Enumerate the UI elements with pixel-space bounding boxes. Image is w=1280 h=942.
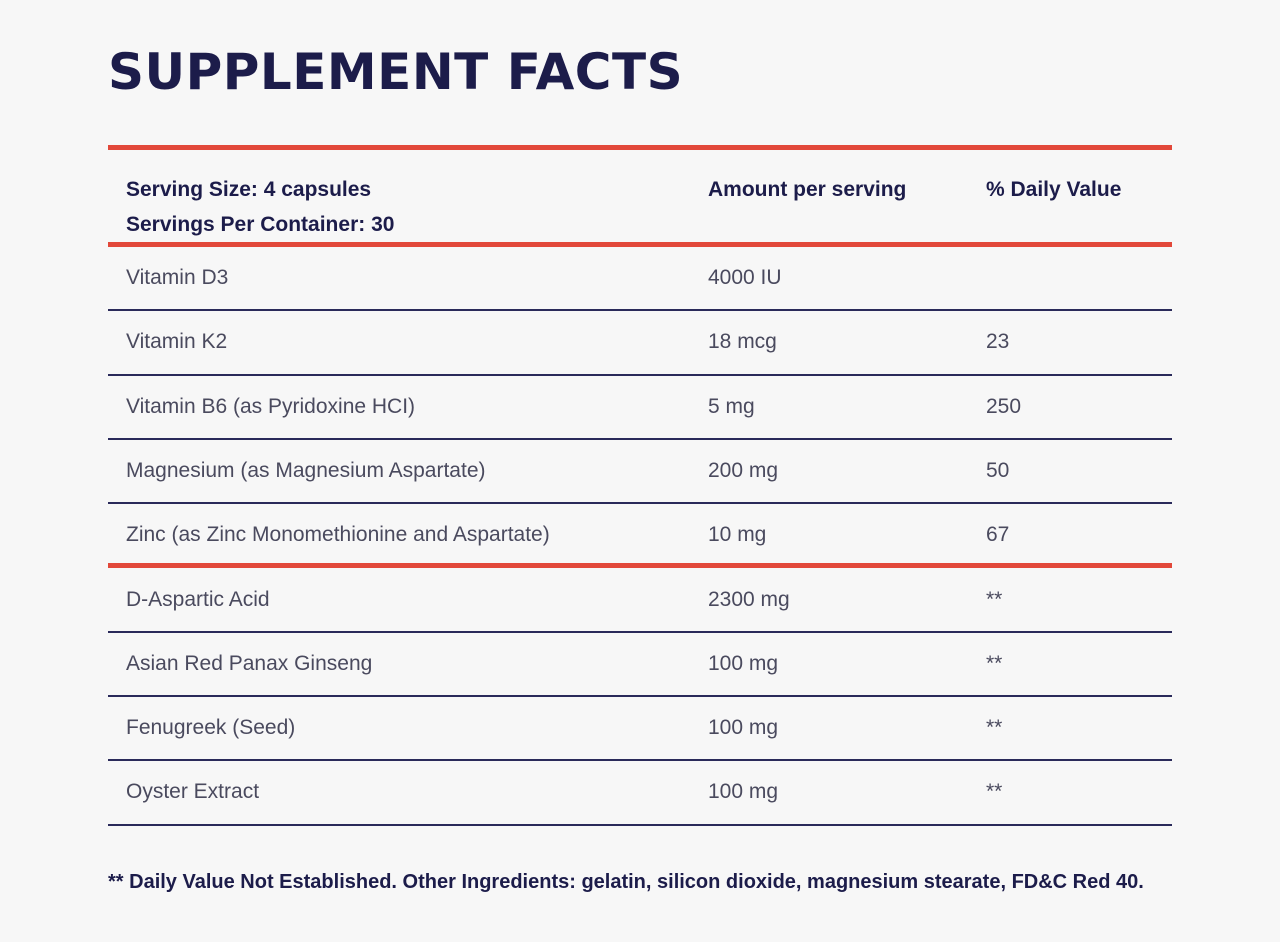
ingredient-daily-value: **	[986, 651, 1003, 675]
footnote: ** Daily Value Not Established. Other In…	[108, 871, 1144, 893]
nutrient-daily-value: 67	[986, 523, 1010, 547]
nutrient-amount: 10 mg	[708, 523, 767, 547]
nutrient-name: Magnesium (as Magnesium Aspartate)	[126, 458, 486, 482]
nutrient-daily-value: 23	[986, 330, 1010, 354]
table-row: Vitamin B6 (as Pyridoxine HCI) 5 mg 250	[108, 376, 1172, 440]
serving-info: Serving Size: 4 capsules Servings Per Co…	[126, 172, 394, 242]
servings-per-container: Servings Per Container: 30	[126, 213, 395, 236]
supplement-facts-table: Serving Size: 4 capsules Servings Per Co…	[108, 145, 1172, 826]
ingredient-daily-value: **	[986, 716, 1003, 740]
table-row: D-Aspartic Acid 2300 mg **	[108, 568, 1172, 633]
nutrient-daily-value: 250	[986, 394, 1022, 418]
table-row: Magnesium (as Magnesium Aspartate) 200 m…	[108, 440, 1172, 505]
ingredient-name: Oyster Extract	[126, 780, 260, 804]
table-row: Zinc (as Zinc Monomethionine and Asparta…	[108, 504, 1172, 569]
nutrient-amount: 200 mg	[708, 458, 779, 482]
ingredient-name: Asian Red Panax Ginseng	[126, 651, 373, 675]
ingredient-name: D-Aspartic Acid	[126, 588, 270, 612]
ingredient-daily-value: **	[986, 780, 1003, 804]
serving-size: Serving Size: 4 capsules	[126, 178, 372, 201]
nutrient-amount: 5 mg	[708, 394, 755, 418]
table-row: Vitamin D3 4000 IU	[108, 247, 1172, 312]
nutrient-name: Vitamin D3	[126, 266, 229, 289]
ingredient-daily-value: **	[986, 588, 1003, 612]
nutrient-amount: 18 mcg	[708, 330, 777, 354]
nutrient-name: Vitamin K2	[126, 330, 228, 354]
ingredient-name: Fenugreek (Seed)	[126, 716, 296, 740]
nutrient-amount: 4000 IU	[708, 266, 782, 289]
ingredient-amount: 100 mg	[708, 651, 779, 675]
amount-header: Amount per serving	[708, 178, 907, 201]
ingredient-amount: 2300 mg	[708, 588, 790, 612]
ingredient-amount: 100 mg	[708, 780, 779, 804]
page-title: SUPPLEMENT FACTS	[108, 43, 684, 101]
nutrient-name: Zinc (as Zinc Monomethionine and Asparta…	[126, 523, 550, 547]
table-row: Vitamin K2 18 mcg 23	[108, 311, 1172, 376]
table-row: Oyster Extract 100 mg **	[108, 761, 1172, 826]
nutrient-daily-value: 50	[986, 458, 1010, 482]
nutrient-name: Vitamin B6 (as Pyridoxine HCI)	[126, 394, 416, 418]
table-row: Fenugreek (Seed) 100 mg **	[108, 697, 1172, 762]
ingredient-amount: 100 mg	[708, 716, 779, 740]
table-row: Asian Red Panax Ginseng 100 mg **	[108, 633, 1172, 698]
table-header: Serving Size: 4 capsules Servings Per Co…	[108, 145, 1172, 247]
daily-value-header: % Daily Value	[986, 178, 1122, 201]
